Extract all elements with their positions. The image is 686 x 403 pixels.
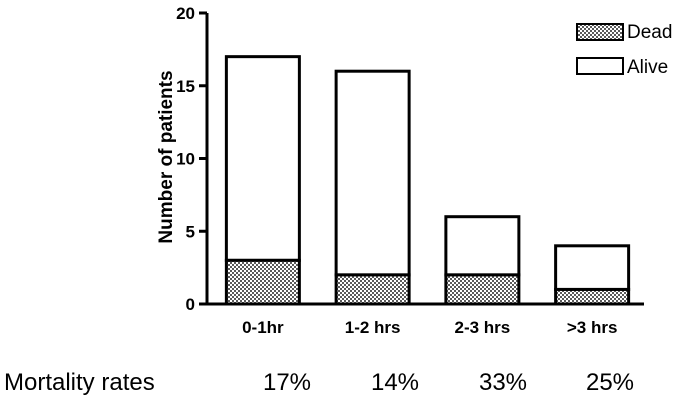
y-tick-label: 10 [176, 150, 195, 169]
legend-swatch-alive [576, 57, 624, 75]
y-tick-label: 5 [186, 222, 195, 241]
bar-alive [444, 215, 521, 277]
mortality-rate-value: 33% [479, 369, 527, 396]
y-tick-label: 15 [176, 77, 195, 96]
mortality-rates-label: Mortality rates [4, 369, 155, 396]
y-tick-label: 20 [176, 4, 195, 23]
mortality-rates-row: Mortality rates 17% 14% 33% 25% [4, 369, 634, 396]
x-tick-label: >3 hrs [567, 318, 618, 337]
y-axis-ticks: 0 5 10 15 20 [176, 4, 207, 314]
mortality-rate-values: 17% 14% 33% 25% [263, 369, 634, 396]
bar-dead [444, 273, 521, 306]
legend-label-alive: Alive [627, 57, 668, 78]
bar-alive [554, 244, 631, 291]
bar-series [224, 55, 631, 306]
x-axis-ticks: 0-1hr 1-2 hrs 2-3 hrs >3 hrs [242, 318, 617, 337]
legend-label-dead: Dead [627, 22, 672, 43]
bar-dead [554, 287, 631, 306]
bar-alive [334, 69, 411, 277]
bar-alive [224, 55, 301, 262]
legend: Dead Alive [576, 22, 672, 78]
y-tick-label: 0 [186, 295, 195, 314]
legend-swatch-dead [576, 23, 624, 41]
x-tick-label: 2-3 hrs [455, 318, 511, 337]
bar-dead [334, 273, 411, 306]
mortality-rate-value: 17% [263, 369, 311, 396]
y-axis-title: Number of patients [156, 70, 177, 243]
mortality-rate-value: 14% [371, 369, 419, 396]
x-tick-label: 0-1hr [242, 318, 284, 337]
mortality-rate-value: 25% [586, 369, 634, 396]
bar-dead [224, 258, 301, 306]
x-tick-label: 1-2 hrs [345, 318, 401, 337]
